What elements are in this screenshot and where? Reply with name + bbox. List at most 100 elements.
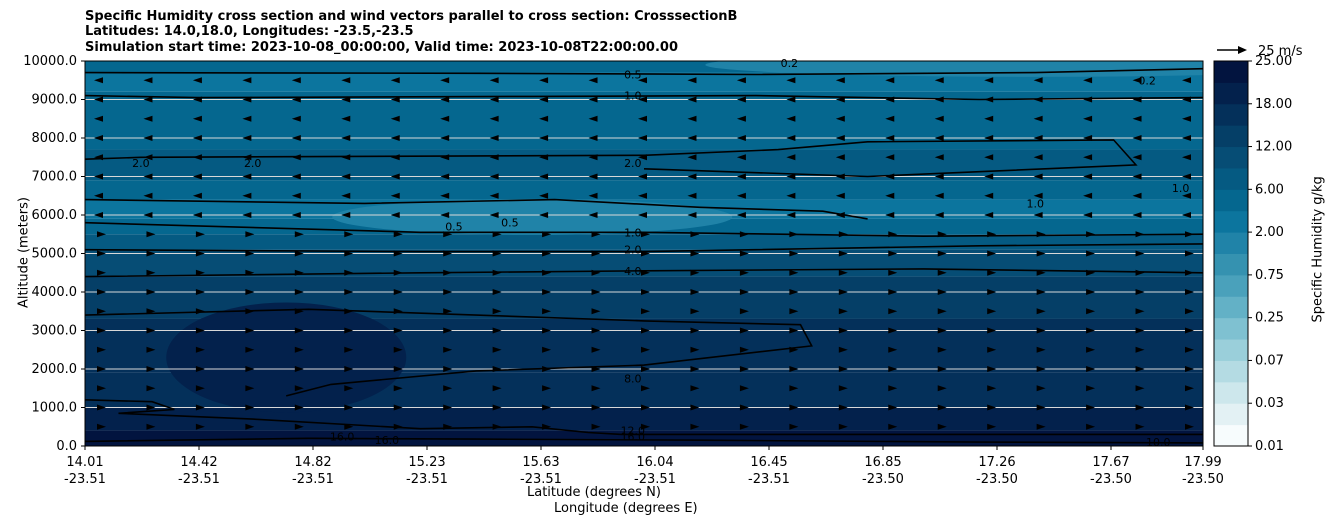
- contour-label: 2.0: [624, 244, 642, 257]
- wind-vector: [242, 135, 252, 141]
- wind-vector: [492, 289, 502, 295]
- wind-vector: [838, 269, 848, 276]
- colorbar-swatch: [1214, 189, 1248, 212]
- wind-vector: [838, 289, 848, 295]
- wind-vector: [987, 289, 997, 295]
- wind-vector: [1033, 212, 1043, 218]
- wind-vector: [638, 96, 647, 103]
- wind-vector: [984, 135, 994, 141]
- y-tick-label: 4000.0: [32, 285, 78, 300]
- wind-vector: [94, 115, 103, 122]
- wind-vector: [443, 423, 453, 430]
- x-tick-label-lat: 15.23: [408, 455, 445, 470]
- wind-vector: [195, 404, 205, 411]
- wind-vector: [1036, 231, 1046, 238]
- wind-vector: [341, 135, 351, 141]
- colorbar-swatch: [1214, 146, 1248, 169]
- wind-vector: [242, 115, 252, 122]
- wind-vector: [97, 231, 106, 238]
- wind-vector: [1182, 192, 1191, 199]
- wind-vector: [393, 366, 403, 372]
- wind-vector: [291, 135, 301, 141]
- wind-vector: [539, 212, 549, 218]
- wind-vector: [934, 96, 944, 103]
- wind-vector: [1135, 327, 1145, 334]
- wind-vector: [789, 269, 799, 276]
- wind-vector: [1036, 366, 1046, 372]
- wind-vector: [690, 404, 700, 411]
- wind-vector: [143, 154, 153, 161]
- wind-vector: [835, 96, 845, 103]
- wind-vector: [937, 404, 947, 411]
- contour-line: [85, 399, 1203, 436]
- wind-vector: [94, 154, 103, 161]
- wind-vector: [245, 269, 255, 276]
- wind-vector: [291, 77, 301, 84]
- wind-vector: [1086, 327, 1096, 334]
- wind-vector: [489, 173, 499, 180]
- wind-vector: [1185, 269, 1194, 276]
- wind-vector: [492, 250, 502, 257]
- wind-vector: [1086, 366, 1096, 372]
- wind-vector: [97, 289, 106, 295]
- wind-vector: [443, 308, 453, 315]
- contour-line: [85, 198, 868, 220]
- wind-vector: [245, 327, 255, 334]
- wind-vector: [984, 173, 994, 180]
- wind-vector: [294, 327, 304, 334]
- wind-vector: [987, 250, 997, 257]
- wind-vector: [1185, 231, 1194, 238]
- wind-vector: [885, 77, 895, 84]
- wind-vector: [1033, 115, 1043, 122]
- wind-vector: [937, 269, 947, 276]
- colorbar-swatch: [1214, 296, 1248, 319]
- wind-vector: [1083, 77, 1093, 84]
- humidity-band: [85, 180, 1203, 200]
- colorbar-swatch: [1214, 403, 1248, 426]
- wind-vector: [789, 366, 799, 372]
- wind-vector: [539, 173, 549, 180]
- wind-vector: [934, 77, 944, 84]
- contour-label: 16.0: [330, 430, 355, 443]
- wind-vector: [1036, 385, 1046, 392]
- wind-vector: [588, 192, 598, 199]
- wind-vector: [888, 289, 898, 295]
- wind-vector: [1033, 96, 1043, 103]
- wind-vector: [739, 327, 749, 334]
- wind-vector: [1083, 212, 1093, 218]
- wind-vector: [838, 404, 848, 411]
- wind-vector: [146, 308, 156, 315]
- wind-vector: [344, 346, 354, 353]
- wind-vector: [195, 231, 205, 238]
- wind-vector: [539, 77, 549, 84]
- wind-vector: [1086, 404, 1096, 411]
- wind-vector: [1135, 250, 1145, 257]
- colorbar-swatch: [1214, 232, 1248, 254]
- colorbar-swatch: [1214, 167, 1248, 190]
- wind-vector: [591, 327, 601, 334]
- colorbar: 0.01 0.03 0.07 0.25 0.75 2.00 6.00 12.00 18.00 25…: [1213, 54, 1292, 454]
- wind-vector: [294, 250, 304, 257]
- wind-vector: [786, 212, 796, 218]
- contour-label: 2.0: [624, 157, 642, 170]
- wind-vector: [838, 231, 848, 238]
- wind-vector: [97, 385, 106, 392]
- wind-vector: [1132, 115, 1142, 122]
- wind-vector: [736, 212, 746, 218]
- colorbar-tick-label: 12.00: [1255, 140, 1292, 155]
- wind-vector: [393, 231, 403, 238]
- wind-vector: [1135, 289, 1145, 295]
- figure-title-line-3: Simulation start time: 2023-10-08_00:00:…: [85, 40, 678, 55]
- colorbar-tick-label: 25.00: [1255, 54, 1292, 69]
- wind-vector: [1182, 154, 1191, 161]
- wind-vector: [542, 269, 552, 276]
- wind-vector: [1132, 192, 1142, 199]
- wind-vector: [687, 135, 697, 141]
- wind-vector: [1086, 385, 1096, 392]
- wind-vector: [390, 135, 400, 141]
- wind-vector: [888, 423, 898, 430]
- wind-vector: [492, 308, 502, 315]
- x-axis-ticks: 14.01 -23.51 14.42 -23.51 14.82 -23.51 15.23 -2…: [64, 446, 1224, 487]
- wind-vector: [937, 250, 947, 257]
- wind-vector: [937, 346, 947, 353]
